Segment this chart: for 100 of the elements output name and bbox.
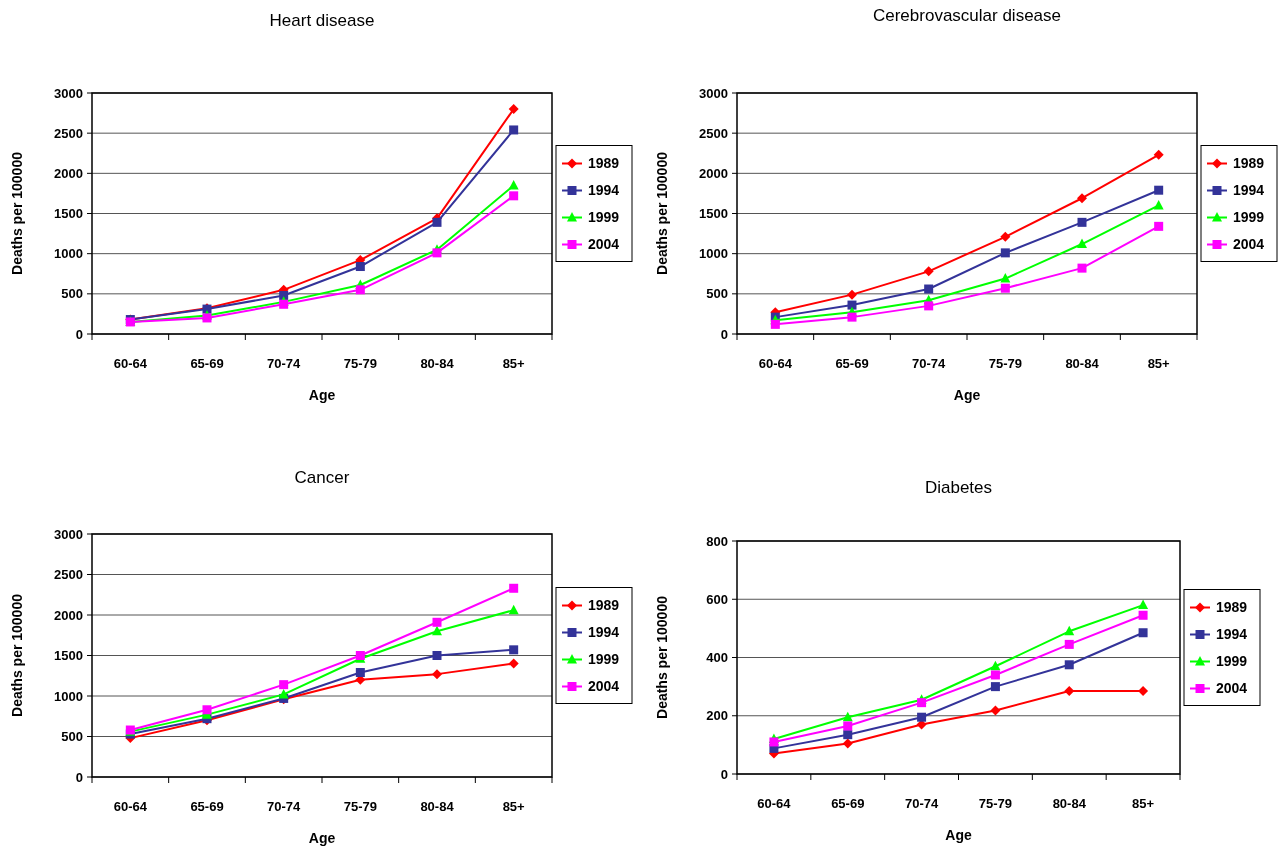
x-tick-label: 80-84 [420, 356, 455, 371]
y-tick-label: 200 [706, 708, 728, 724]
legend-label: 2004 [588, 236, 620, 253]
y-tick-label: 500 [61, 729, 83, 745]
point [1138, 685, 1149, 696]
point [509, 645, 519, 655]
y-tick-label: 1000 [54, 246, 83, 262]
point [769, 737, 779, 747]
point [509, 125, 519, 135]
x-axis-title: Age [953, 387, 981, 403]
legend-label: 1994 [1216, 626, 1248, 643]
x-tick-label: 80-84 [1065, 356, 1100, 371]
point [1064, 660, 1074, 670]
legend-label: 1994 [1233, 182, 1265, 199]
point [990, 660, 1001, 671]
point [432, 617, 442, 627]
y-tick-label: 1000 [54, 688, 83, 704]
x-tick-label: 80-84 [420, 799, 455, 814]
legend-label: 2004 [588, 678, 620, 695]
y-tick-label: 2000 [54, 165, 83, 181]
point [509, 191, 519, 201]
y-tick-label: 500 [706, 286, 728, 302]
x-tick-label: 65-69 [190, 799, 224, 814]
x-tick-label: 70-74 [912, 356, 947, 371]
x-tick-label: 75-79 [343, 799, 377, 814]
point [1154, 185, 1164, 195]
point [1000, 231, 1011, 242]
point [279, 290, 289, 300]
y-axis-title: Deaths per 100000 [654, 595, 670, 719]
point [1138, 599, 1149, 610]
y-tick-label: 3000 [699, 85, 728, 101]
point [923, 266, 934, 277]
y-tick-label: 1000 [699, 246, 728, 262]
x-tick-label: 60-64 [757, 796, 792, 811]
chart-title: Cancer [294, 468, 350, 487]
y-axis-title: Deaths per 100000 [654, 151, 670, 275]
point [1000, 273, 1011, 283]
x-tick-label: 70-74 [267, 799, 302, 814]
point [1077, 193, 1087, 204]
point [508, 658, 519, 669]
x-tick-label: 65-69 [835, 356, 869, 371]
point [432, 248, 442, 258]
x-tick-label: 85+ [1132, 796, 1155, 811]
x-tick-label: 75-79 [978, 796, 1013, 811]
point [355, 668, 365, 678]
point [279, 680, 289, 690]
point [355, 285, 365, 295]
y-tick-label: 2000 [54, 607, 83, 623]
point [842, 738, 853, 749]
chart-title: Heart disease [269, 11, 375, 30]
x-tick-label: 60-64 [113, 799, 148, 814]
legend-label: 1994 [588, 624, 620, 641]
point [770, 319, 780, 329]
y-tick-label: 2500 [54, 567, 83, 583]
point [1000, 283, 1010, 293]
point [847, 289, 857, 300]
x-tick-label: 85+ [502, 356, 526, 371]
y-tick-label: 2000 [699, 165, 728, 181]
point [847, 300, 857, 310]
legend-label: 2004 [1233, 236, 1265, 253]
point [508, 179, 519, 190]
y-tick-label: 0 [720, 326, 728, 342]
y-tick-label: 3000 [54, 526, 83, 542]
x-tick-label: 85+ [502, 799, 526, 814]
x-axis-title: Age [308, 387, 336, 403]
legend-label: 1999 [1216, 653, 1248, 670]
y-tick-label: 3000 [54, 85, 83, 101]
legend-label: 1989 [588, 155, 620, 172]
y-tick-label: 0 [75, 769, 83, 785]
x-tick-label: 70-74 [904, 796, 939, 811]
x-axis-title: Age [308, 830, 336, 846]
point [432, 625, 442, 636]
point [1064, 639, 1074, 649]
point [508, 104, 519, 115]
y-tick-label: 1500 [699, 206, 728, 222]
point [1064, 625, 1075, 636]
point [432, 669, 442, 680]
x-tick-label: 75-79 [988, 356, 1022, 371]
point [1153, 199, 1164, 210]
y-tick-label: 1500 [54, 648, 83, 664]
x-tick-label: 65-69 [190, 356, 224, 371]
chart-title: Diabetes [924, 478, 993, 497]
x-tick-label: 75-79 [343, 356, 377, 371]
y-tick-label: 0 [75, 326, 83, 342]
x-tick-label: 80-84 [1052, 796, 1087, 811]
x-axis-title: Age [945, 827, 972, 843]
point [1064, 685, 1075, 696]
point [990, 682, 1000, 692]
legend-label: 1989 [1216, 599, 1248, 616]
point [847, 312, 857, 322]
y-tick-label: 500 [61, 286, 83, 302]
point [1153, 149, 1164, 160]
chart-title: Cerebrovascular disease [872, 6, 1062, 25]
y-tick-label: 0 [720, 766, 728, 782]
point [202, 705, 212, 715]
point [432, 217, 442, 227]
y-tick-label: 2500 [699, 125, 728, 141]
point [1138, 610, 1148, 620]
point [990, 670, 1000, 680]
x-tick-label: 60-64 [758, 356, 793, 371]
